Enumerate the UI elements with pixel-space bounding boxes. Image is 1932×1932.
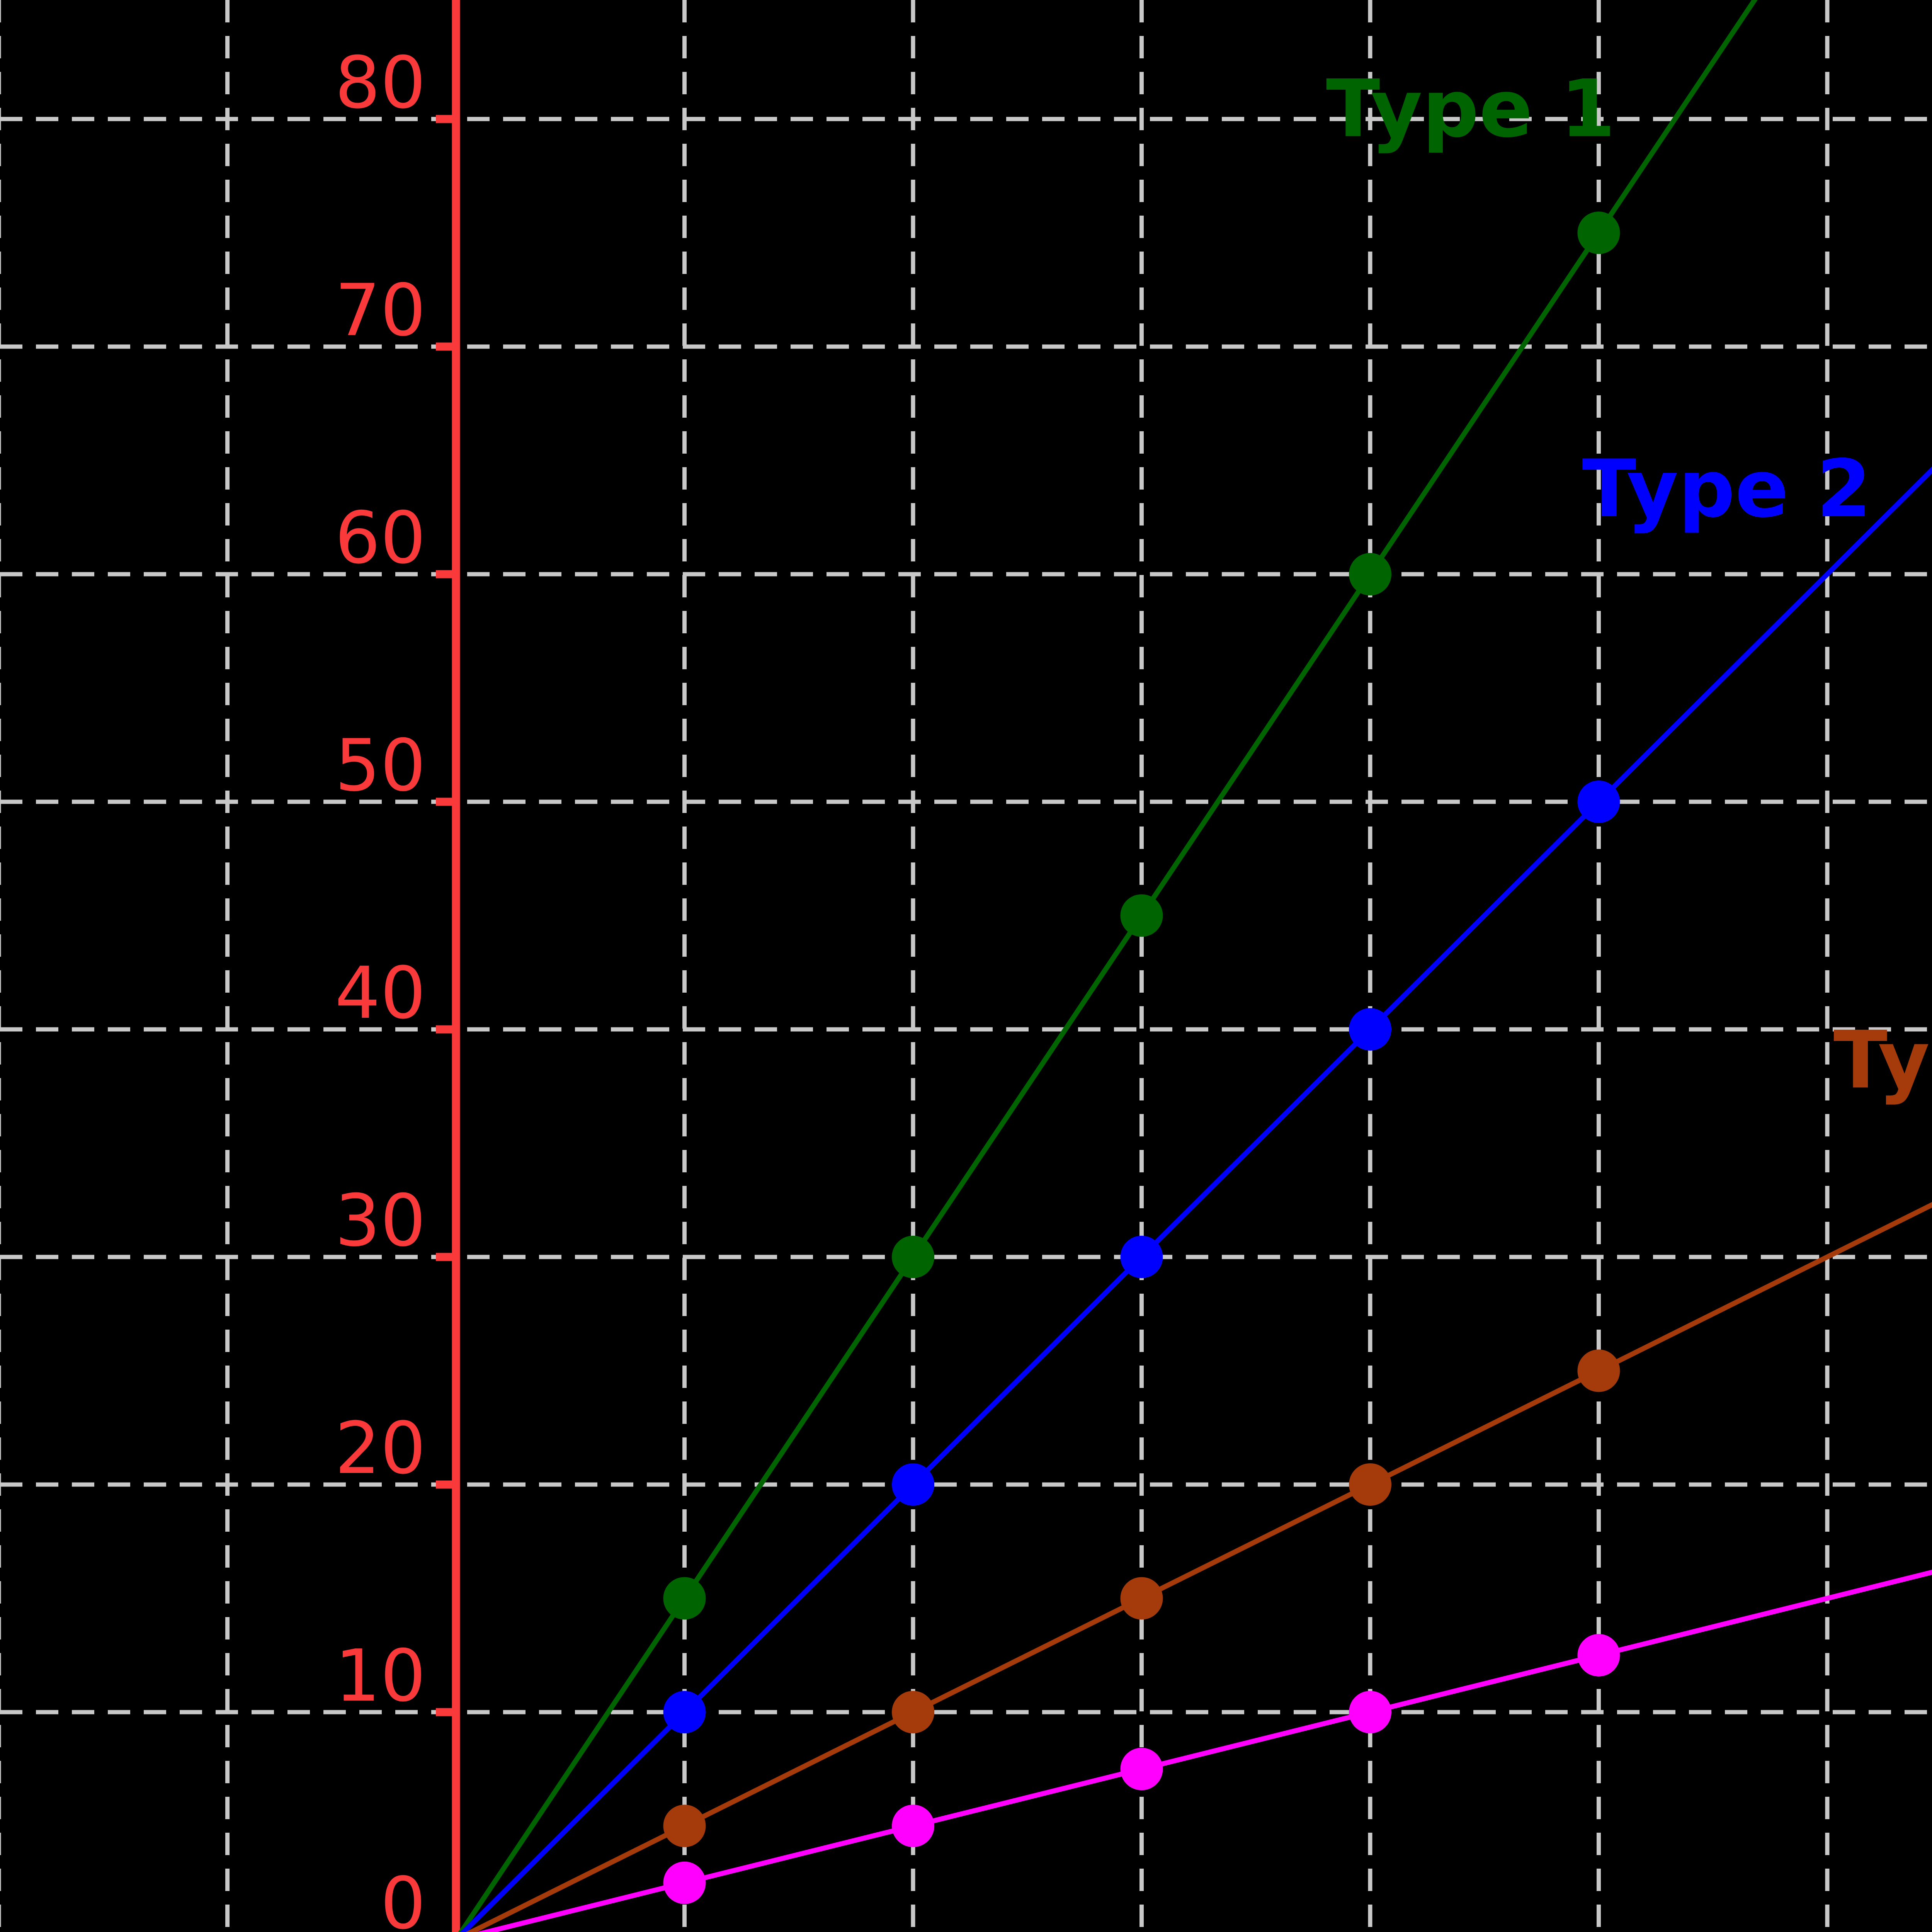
y-tick-label-60: 60 [335,496,426,580]
y-tick-label-0: 0 [380,1862,426,1932]
data-point-type-3-20 [1349,1463,1391,1506]
data-point-type-2-5 [663,1690,706,1733]
y-tick-label-40: 40 [335,951,426,1035]
data-point-type-1-5 [663,1577,706,1620]
data-point-type-3-5 [663,1804,706,1847]
y-tick-label-20: 20 [335,1406,426,1490]
y-tick-label-50: 50 [335,724,426,807]
series-label-type-3: Type 3 [1833,1014,1932,1106]
data-point-type-4-25 [1577,1634,1620,1677]
series-line-type-4 [476,1570,1932,1932]
data-point-type-1-20 [1349,553,1391,596]
y-tick-label-70: 70 [335,269,426,352]
series-label-type-2: Type 2 [1582,443,1871,535]
data-point-type-1-10 [892,1235,935,1278]
data-point-type-4-5 [663,1861,706,1904]
data-point-type-1-25 [1577,211,1620,254]
data-point-type-3-10 [892,1690,935,1733]
data-point-type-2-10 [892,1463,935,1506]
data-point-type-2-20 [1349,1008,1391,1051]
series-label-type-1: Type 1 [1326,63,1616,155]
data-point-type-4-15 [1120,1748,1163,1791]
y-tick-label-80: 80 [335,41,426,124]
data-point-type-3-25 [1577,1349,1620,1392]
series-line-type-3 [466,1202,1932,1932]
data-point-type-2-15 [1120,1235,1163,1278]
data-point-type-3-15 [1120,1577,1163,1620]
y-tick-label-10: 10 [335,1634,426,1718]
data-point-type-4-10 [892,1804,935,1847]
data-point-type-4-20 [1349,1690,1391,1733]
y-tick-label-30: 30 [335,1179,426,1262]
data-point-type-1-15 [1120,894,1163,937]
data-point-type-2-25 [1577,781,1620,823]
